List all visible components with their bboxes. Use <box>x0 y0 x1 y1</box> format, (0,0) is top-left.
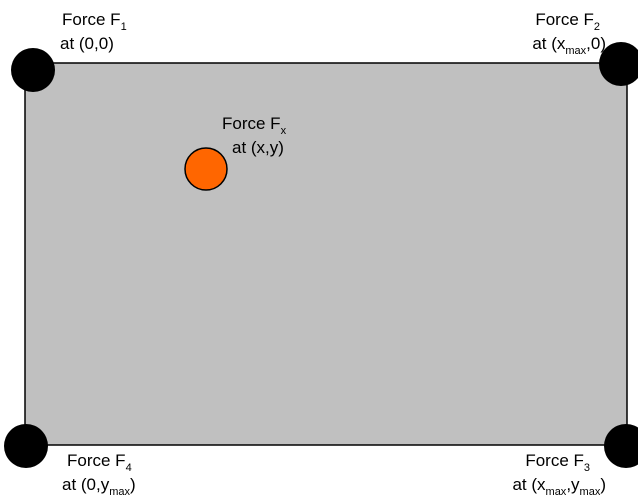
label-text: ) <box>130 475 136 494</box>
label-text: ,y <box>566 475 580 494</box>
subscript: 3 <box>584 462 590 474</box>
label-text: Force F <box>222 114 281 133</box>
label-text: Force F <box>62 10 121 29</box>
force-label: at (0,ymax) <box>62 475 136 498</box>
force-point <box>11 48 55 92</box>
subscript: max <box>546 486 567 498</box>
label-text: at (0,0) <box>60 34 114 53</box>
subscript: 1 <box>121 21 127 33</box>
force-label: Force F3 <box>525 451 590 474</box>
label-text: Force F <box>525 451 584 470</box>
subscript: 2 <box>594 21 600 33</box>
force-label: at (xmax,ymax) <box>512 475 606 498</box>
force-label: at (0,0) <box>60 34 114 53</box>
force-point-x <box>184 147 228 191</box>
force-label: Force Fx <box>222 114 287 137</box>
plate <box>24 62 628 446</box>
force-point <box>599 42 638 86</box>
subscript: max <box>109 486 130 498</box>
label-text: ,0) <box>586 34 606 53</box>
subscript: x <box>281 125 287 137</box>
force-label: Force F1 <box>62 10 127 33</box>
force-label: at (xmax,0) <box>532 34 606 57</box>
label-text: at (x <box>512 475 546 494</box>
subscript: max <box>580 486 601 498</box>
label-text: at (x,y) <box>232 138 284 157</box>
force-label: Force F2 <box>535 10 600 33</box>
force-label: Force F4 <box>67 451 132 474</box>
subscript: max <box>565 45 586 57</box>
label-text: ) <box>600 475 606 494</box>
force-point <box>604 424 638 468</box>
label-text: at (x <box>532 34 566 53</box>
force-label: at (x,y) <box>232 138 284 157</box>
subscript: 4 <box>126 462 132 474</box>
label-text: Force F <box>67 451 126 470</box>
label-text: Force F <box>535 10 594 29</box>
label-text: at (0,y <box>62 475 110 494</box>
force-point <box>4 424 48 468</box>
